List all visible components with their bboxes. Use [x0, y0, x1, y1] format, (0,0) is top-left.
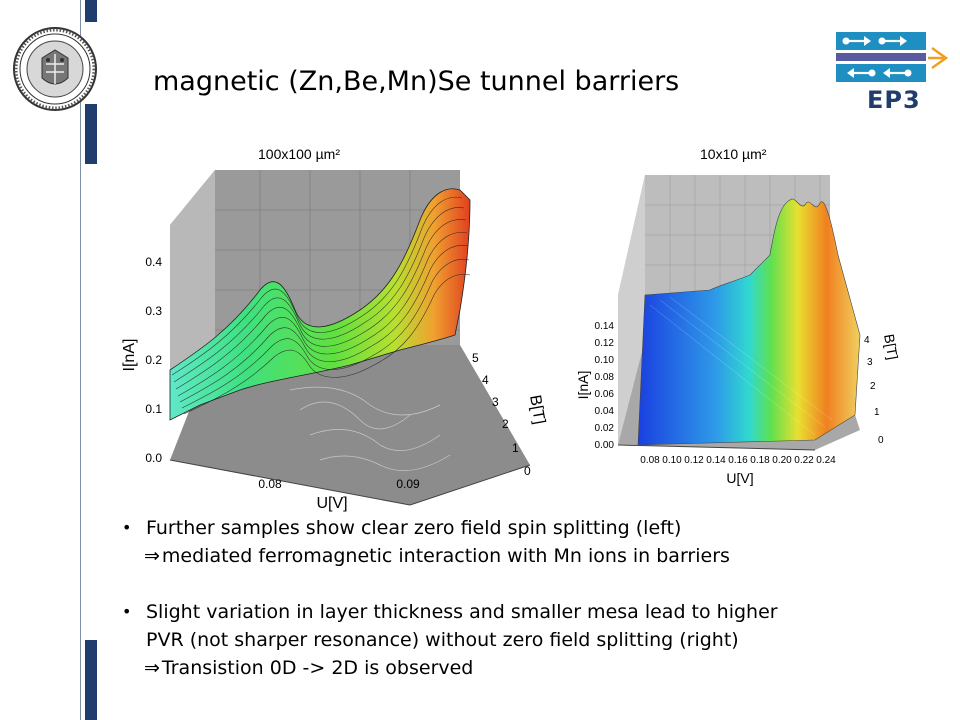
right-x-tick-0: 0.08: [640, 455, 660, 466]
right-z-tick-0: 0.00: [595, 440, 615, 451]
right-x-tick-5: 0.18: [750, 455, 770, 466]
bullet-2-line-3: ⇒ Transistion 0D -> 2D is observed: [144, 654, 940, 682]
bullet-marker: •: [122, 518, 132, 537]
left-y-axis-label: B[T]: [526, 394, 548, 426]
right-x-tick-3: 0.14: [706, 455, 726, 466]
right-x-axis-label: U[V]: [726, 470, 753, 486]
left-z-tick-2: 0.2: [145, 353, 162, 367]
bullet-1-line-2-text: mediated ferromagnetic interaction with …: [161, 545, 730, 567]
bullet-item-2: • Slight variation in layer thickness an…: [120, 598, 940, 682]
bullet-list: • Further samples show clear zero field …: [120, 514, 940, 682]
ep3-logo: [836, 32, 949, 82]
right-z-axis-label: I[nA]: [575, 371, 591, 400]
bullet-1-line-2: ⇒ mediated ferromagnetic interaction with…: [144, 542, 940, 570]
right-z-tick-6: 0.12: [595, 338, 615, 349]
right-z-tick-3: 0.06: [595, 389, 615, 400]
left-x-axis-label: U[V]: [316, 495, 347, 512]
left-y-tick-2: 2: [502, 417, 509, 431]
left-z-tick-0: 0.0: [145, 451, 162, 465]
right-3d-surface-plot: 0.00 0.02 0.04 0.06 0.08 0.10 0.12 0.14 …: [575, 175, 901, 486]
bullet-item-1: • Further samples show clear zero field …: [120, 514, 940, 570]
right-x-tick-4: 0.16: [728, 455, 748, 466]
bullet-2-line-3-text: Transistion 0D -> 2D is observed: [161, 657, 474, 679]
university-seal-logo: [13, 27, 97, 111]
right-x-tick-1: 0.10: [662, 455, 682, 466]
left-z-tick-1: 0.1: [145, 402, 162, 416]
slide-title: magnetic (Zn,Be,Mn)Se tunnel barriers: [153, 66, 680, 97]
left-y-tick-1: 1: [512, 441, 519, 455]
right-z-tick-4: 0.08: [595, 372, 615, 383]
bullet-2-line-2: PVR (not sharper resonance) without zero…: [146, 629, 739, 651]
left-z-tick-3: 0.3: [145, 304, 162, 318]
left-y-tick-3: 3: [492, 395, 499, 409]
right-x-tick-7: 0.22: [794, 455, 814, 466]
left-z-axis-label: I[nA]: [121, 339, 138, 372]
slide-accent-bar-bottom: [85, 640, 97, 720]
left-y-tick-4: 4: [482, 373, 489, 387]
bullet-2-line-1: Slight variation in layer thickness and …: [146, 601, 778, 623]
left-3d-surface-plot: 0.0 0.1 0.2 0.3 0.4 I[nA] 0.08 0.09 U[V]…: [121, 170, 548, 512]
left-y-tick-0: 0: [524, 464, 531, 478]
right-x-tick-6: 0.20: [772, 455, 792, 466]
left-x-tick-1: 0.09: [396, 477, 420, 491]
right-z-tick-5: 0.10: [595, 355, 615, 366]
bullet-marker: •: [122, 602, 132, 621]
slide-accent-bar-middle: [85, 104, 97, 164]
left-x-tick-0: 0.08: [258, 477, 282, 491]
right-plot-caption: 10x10 µm²: [700, 146, 767, 162]
left-plot-caption: 100x100 µm²: [258, 146, 340, 162]
left-y-tick-5: 5: [472, 351, 479, 365]
left-z-tick-4: 0.4: [145, 255, 162, 269]
slide-accent-bar-top: [85, 0, 97, 22]
implies-symbol: ⇒: [144, 545, 160, 567]
ep3-logo-text: EP3: [867, 86, 921, 114]
right-z-tick-1: 0.02: [595, 423, 615, 434]
slide-divider-line: [80, 0, 81, 720]
right-y-tick-4: 4: [864, 335, 870, 346]
right-y-tick-0: 0: [878, 435, 884, 446]
right-z-tick-7: 0.14: [595, 321, 615, 332]
right-y-axis-label: B[T]: [881, 333, 901, 361]
right-x-tick-2: 0.12: [684, 455, 704, 466]
right-x-tick-8: 0.24: [816, 455, 836, 466]
right-z-tick-2: 0.04: [595, 406, 615, 417]
right-y-tick-2: 2: [870, 381, 876, 392]
right-y-tick-3: 3: [867, 357, 873, 368]
bullet-1-line-1: Further samples show clear zero field sp…: [146, 517, 682, 539]
implies-symbol: ⇒: [144, 657, 160, 679]
right-y-tick-1: 1: [874, 407, 880, 418]
